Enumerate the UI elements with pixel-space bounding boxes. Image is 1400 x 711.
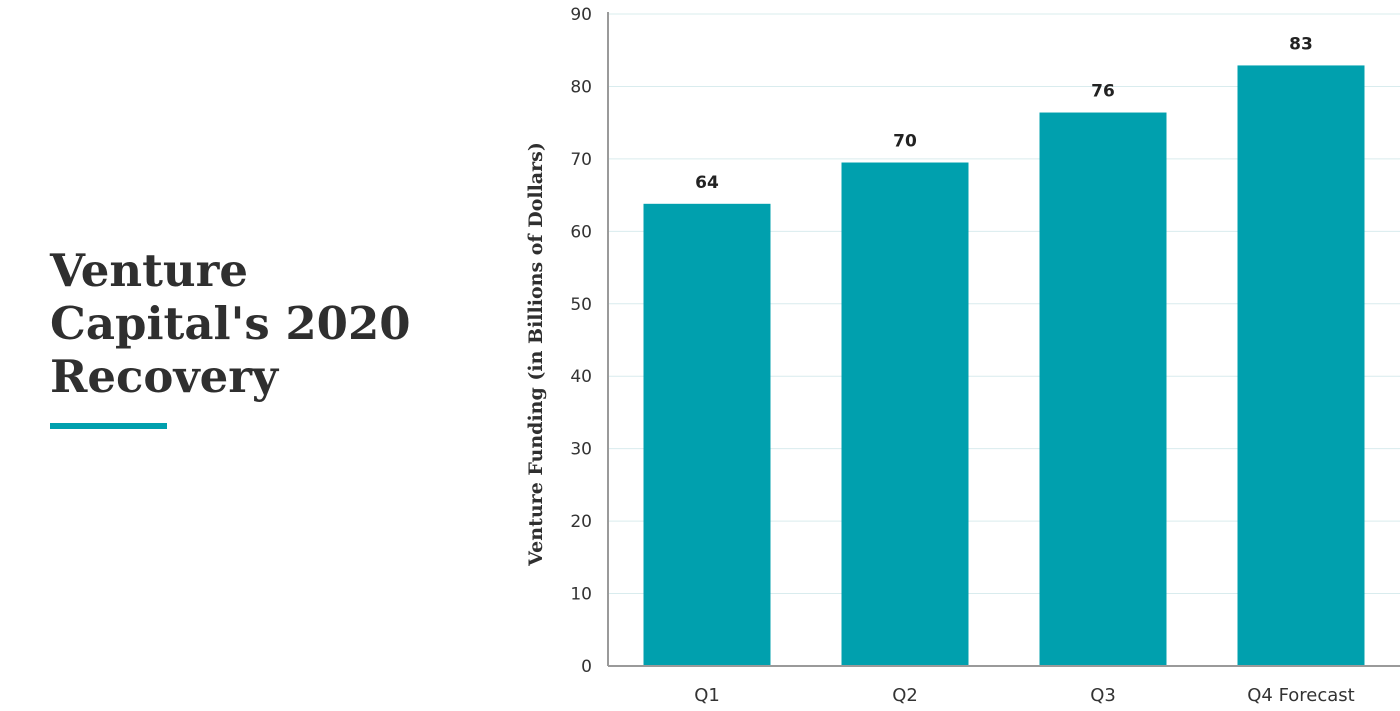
y-tick-label: 50 [570, 295, 592, 315]
bar [841, 162, 969, 666]
title-line-3: Recovery [50, 350, 279, 403]
x-tick-label: Q2 [892, 685, 918, 706]
y-tick-label: 80 [570, 77, 592, 97]
bar [643, 203, 771, 666]
labels: 0 10 20 30 40 50 60 70 80 90 64 Q1 70 Q2 76 Q3 83 Q4 Fore… [570, 5, 1354, 706]
x-tick-label: Q4 Forecast [1247, 685, 1355, 706]
x-tick-label: Q3 [1090, 685, 1116, 706]
y-tick-label: 60 [570, 222, 592, 242]
data-label: 76 [1091, 82, 1115, 102]
y-axis-title: Venture Funding (in Billions of Dollars) [525, 142, 547, 567]
y-tick-label: 10 [570, 585, 592, 605]
title-accent-underline [50, 423, 167, 429]
bar [1039, 112, 1167, 667]
y-tick-label: 0 [581, 657, 592, 677]
x-tick-label: Q1 [694, 685, 720, 706]
data-label: 83 [1289, 34, 1313, 54]
chart-title: Venture Capital's 2020 Recovery [50, 244, 470, 403]
axes [607, 12, 1400, 667]
title-line-2: Capital's 2020 [50, 297, 411, 350]
data-label: 70 [893, 132, 917, 152]
y-tick-label: 20 [570, 512, 592, 532]
title-line-1: Venture [50, 244, 248, 297]
bars [643, 65, 1365, 667]
bar [1237, 65, 1365, 667]
y-tick-label: 40 [570, 367, 592, 387]
y-tick-label: 90 [570, 5, 592, 25]
y-tick-label: 30 [570, 440, 592, 460]
y-tick-label: 70 [570, 150, 592, 170]
data-label: 64 [695, 173, 719, 193]
